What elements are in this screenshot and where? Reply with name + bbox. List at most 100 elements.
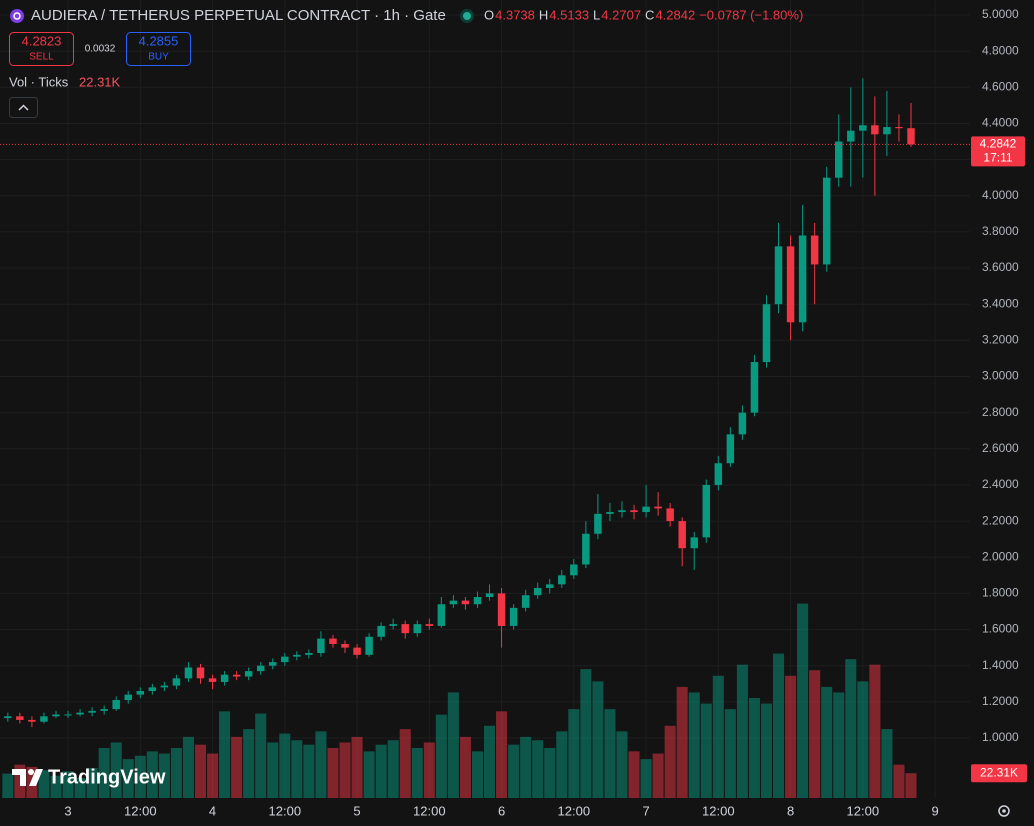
volume-bar [315,731,327,798]
y-tick-label: 1.2000 [982,694,1019,708]
sell-button[interactable] [9,32,74,66]
candle-body [726,434,735,464]
volume-bar [435,714,447,798]
sell-label: SELL [29,52,54,63]
volume-bar [520,736,532,798]
settings-icon[interactable] [998,805,1010,817]
volume-bar [170,748,182,798]
settings-icon-center [1002,809,1006,813]
volume-bar [363,751,375,798]
candle-body [883,127,891,135]
volume-bar [544,748,556,798]
y-tick-label: 3.6000 [982,260,1019,274]
collapse-button[interactable] [9,97,38,118]
price-badge [971,136,1025,167]
candle-body [618,510,626,513]
volume-bar [158,753,170,798]
volume-bar [411,748,423,798]
candle-body [847,130,855,142]
x-tick-label: 12:00 [269,803,302,818]
volume-bar [14,764,26,798]
candle-body [907,128,915,145]
volume-bar [279,733,291,798]
ohlc-value: 4.3738 [495,7,535,22]
collapse-chevron [18,104,29,111]
candle-body [281,656,289,663]
status-dot [463,12,471,20]
grid [0,0,970,798]
candle-body [485,593,494,598]
volume-bar [628,751,640,798]
watermark-logo-dot [28,769,34,775]
y-tick-label: 3.2000 [982,333,1019,347]
chart-title: AUDIERA / TETHERUS PERPETUAL CONTRACT · … [31,7,446,24]
x-tick-label: 5 [353,803,360,818]
candle-body [449,600,458,605]
volume-bar [447,692,459,798]
volume-bar [568,709,580,798]
candle-body [341,644,349,648]
sell-price: 4.2823 [22,33,62,48]
candle-body [425,624,434,626]
y-tick-label: 2.4000 [982,477,1019,491]
volume-bar [797,603,809,798]
volume-bar [122,759,134,798]
y-tick-label: 4.4000 [982,116,1019,130]
x-tick-label: 7 [642,803,649,818]
candle-body [859,125,867,131]
candle-body [389,624,397,626]
ohlc-label: H [539,7,548,22]
change-text: −0.0787 (−1.80%) [699,7,803,22]
candle-body [871,125,879,135]
candle-body [461,600,470,605]
volume-bar [423,742,435,798]
volume-bar [748,698,760,798]
volume-bar [508,744,520,798]
candle-body [413,624,421,634]
volume-bar [351,736,363,798]
y-tick-label: 1.8000 [982,586,1019,600]
candle-body [702,484,711,538]
candle-body [293,654,301,657]
volume-bar [724,709,736,798]
watermark-logo [12,769,26,786]
volume-bar [243,729,255,798]
volume-bar [207,753,219,798]
volume-badge [971,764,1027,783]
candle-body [172,678,181,686]
volume-bar [809,670,821,798]
volume-bar [905,773,917,798]
candle-body [497,593,506,626]
candle-body [196,667,205,679]
candle-body [678,521,686,549]
volume-bar [640,759,652,798]
spread: 0.0032 [85,44,116,55]
candle-body [690,537,698,549]
volume-bar [471,751,483,798]
volume-bar [327,748,339,798]
candle-body [232,674,241,677]
candle-body [184,667,193,679]
candle-body [401,624,409,634]
ohlc-label: C [645,7,654,22]
volume-bar [2,773,14,798]
candle-body [329,638,337,645]
candle-body [594,513,602,534]
candle-body [714,463,723,485]
y-tick-label: 3.8000 [982,224,1019,238]
volume-bar [496,711,508,798]
candle-body [160,685,169,688]
volume-bar [98,748,110,798]
volume-bar [652,753,664,798]
y-tick-label: 2.0000 [982,549,1019,563]
buy-button[interactable] [126,32,191,66]
candle-body [16,716,24,720]
volume-bar [255,713,267,798]
volume-bar [459,736,471,798]
buy-label: BUY [148,52,169,63]
watermark-text: TradingView [48,766,166,788]
volume-bar [592,681,604,798]
volume-bar [857,681,869,798]
candle-body [750,362,759,413]
